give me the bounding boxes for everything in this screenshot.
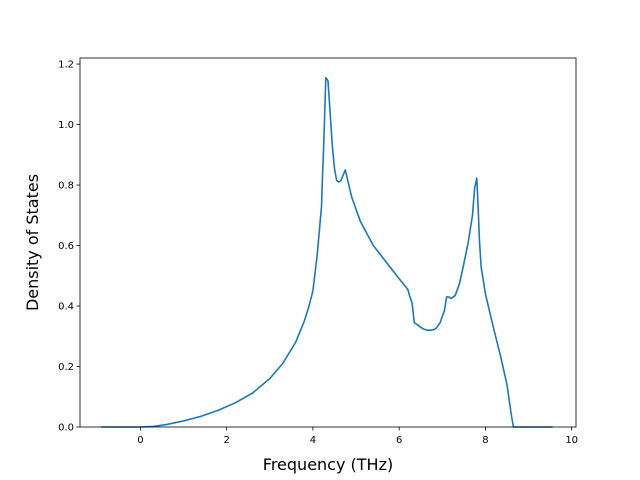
x-axis-ticks: 0 2 4 6 8 10 xyxy=(137,427,578,446)
axes-frame xyxy=(79,57,577,428)
x-tick-label: 8 xyxy=(482,435,488,446)
y-tick-label: 0.8 xyxy=(58,181,74,192)
x-axis-label: Frequency (THz) xyxy=(263,455,393,474)
x-tick-label: 6 xyxy=(396,435,402,446)
y-tick-label: 0.4 xyxy=(58,302,74,313)
y-tick-label: 1.0 xyxy=(58,120,74,131)
dos-curve-0 xyxy=(100,76,554,428)
plot-area xyxy=(100,76,554,428)
x-tick-label: 4 xyxy=(310,435,316,446)
y-tick-label: 0.0 xyxy=(58,423,74,434)
y-tick-label: 0.6 xyxy=(58,241,74,252)
x-tick-label: 10 xyxy=(565,435,578,446)
x-tick-label: 0 xyxy=(137,435,143,446)
y-axis-ticks: 0.0 0.2 0.4 0.6 0.8 1.0 1.2 xyxy=(58,60,80,434)
y-axis-label: Density of States xyxy=(23,174,42,311)
y-tick-label: 1.2 xyxy=(58,60,74,71)
y-tick-label: 0.2 xyxy=(58,362,74,373)
x-tick-label: 2 xyxy=(223,435,229,446)
